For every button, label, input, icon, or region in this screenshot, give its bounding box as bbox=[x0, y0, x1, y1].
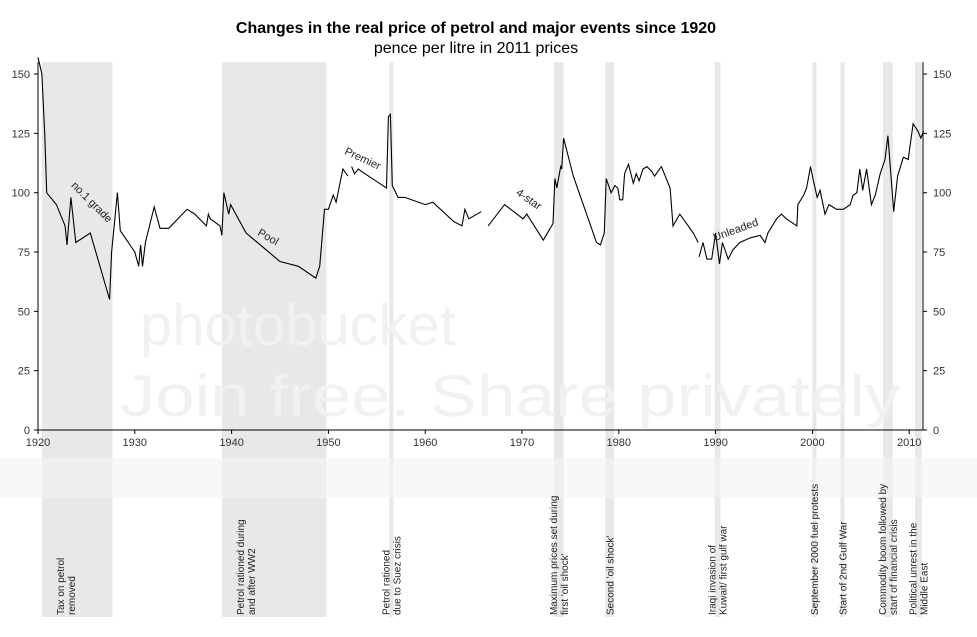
series-annotation: 4-star bbox=[514, 187, 544, 213]
price-lines bbox=[37, 57, 925, 300]
event-band bbox=[714, 62, 721, 618]
y-tick-label-left: 100 bbox=[12, 188, 30, 200]
event-band bbox=[553, 62, 564, 618]
watermark-shadow bbox=[0, 458, 977, 498]
chart-title: Changes in the real price of petrol and … bbox=[236, 20, 716, 37]
x-tick-label: 1980 bbox=[607, 437, 631, 449]
event-label: and after WW2 bbox=[247, 548, 258, 615]
price-line bbox=[487, 137, 699, 246]
x-tick-label: 1950 bbox=[316, 437, 340, 449]
x-tick-label: 1920 bbox=[26, 437, 50, 449]
y-tick-label-left: 150 bbox=[12, 69, 30, 81]
y-tick-label-right: 0 bbox=[933, 425, 939, 437]
x-tick-label: 1960 bbox=[413, 437, 437, 449]
price-line bbox=[351, 112, 482, 227]
event-band bbox=[41, 62, 113, 618]
event-band bbox=[221, 62, 327, 618]
event-label: Commodity boom followed by bbox=[878, 484, 889, 615]
event-label: Kuwait/ first gulf war bbox=[719, 525, 730, 615]
y-tick-label-right: 150 bbox=[933, 69, 951, 81]
y-tick-label-right: 100 bbox=[933, 188, 951, 200]
y-tick-label-right: 25 bbox=[933, 366, 945, 378]
event-label: due to Suez crisis bbox=[392, 536, 403, 615]
event-label: Petrol rationed during bbox=[236, 519, 247, 615]
event-labels: Tax on petrol removed Petrol rationed duri… bbox=[56, 484, 931, 615]
y-tick-label-right: 125 bbox=[933, 128, 951, 140]
price-line bbox=[37, 57, 349, 300]
event-label: first 'oil shock' bbox=[560, 553, 571, 615]
event-band bbox=[883, 62, 893, 618]
x-tick-label: 2010 bbox=[897, 437, 921, 449]
event-label: Start of 2nd Gulf War bbox=[838, 521, 849, 615]
x-tick-label: 2000 bbox=[800, 437, 824, 449]
event-label: Political unrest in the bbox=[908, 522, 919, 615]
x-tick-label: 1990 bbox=[703, 437, 727, 449]
event-band bbox=[915, 62, 922, 618]
event-label: Second 'oil shock' bbox=[606, 535, 617, 615]
event-label: Petrol rationed bbox=[381, 550, 392, 615]
x-tick-label: 1930 bbox=[123, 437, 147, 449]
event-label: removed bbox=[67, 576, 78, 615]
axes: 0 0 25 25 50 50 75 75 100 100 125 125 150 150 1920 1930… bbox=[12, 62, 951, 449]
y-tick-label-left: 25 bbox=[18, 366, 30, 378]
x-tick-label: 1940 bbox=[219, 437, 243, 449]
event-bands bbox=[41, 62, 922, 618]
chart-subtitle: pence per litre in 2011 prices bbox=[374, 40, 578, 57]
y-tick-label-left: 50 bbox=[18, 306, 30, 318]
y-tick-label-right: 75 bbox=[933, 247, 945, 259]
series-annotation: Premier bbox=[343, 146, 383, 173]
y-tick-label-left: 75 bbox=[18, 247, 30, 259]
price-line bbox=[698, 122, 925, 264]
event-label: Middle East bbox=[919, 563, 930, 615]
y-tick-label-left: 125 bbox=[12, 128, 30, 140]
y-tick-label-right: 50 bbox=[933, 306, 945, 318]
watermark-tagline: Join free. Share privately bbox=[120, 364, 900, 429]
event-label: Tax on petrol bbox=[56, 558, 67, 615]
watermark-logo: photobucket bbox=[140, 293, 456, 358]
y-tick-label-left: 0 bbox=[24, 425, 30, 437]
event-band bbox=[605, 62, 614, 618]
event-label: September 2000 fuel protests bbox=[810, 484, 821, 615]
event-band bbox=[840, 62, 845, 618]
event-label: start of financial crisis bbox=[889, 519, 900, 615]
event-label: Maximum prices set during bbox=[549, 496, 560, 615]
event-label: Iraqi invasion of bbox=[708, 545, 719, 615]
event-band bbox=[389, 62, 394, 618]
x-tick-label: 1970 bbox=[510, 437, 534, 449]
event-band bbox=[812, 62, 817, 618]
